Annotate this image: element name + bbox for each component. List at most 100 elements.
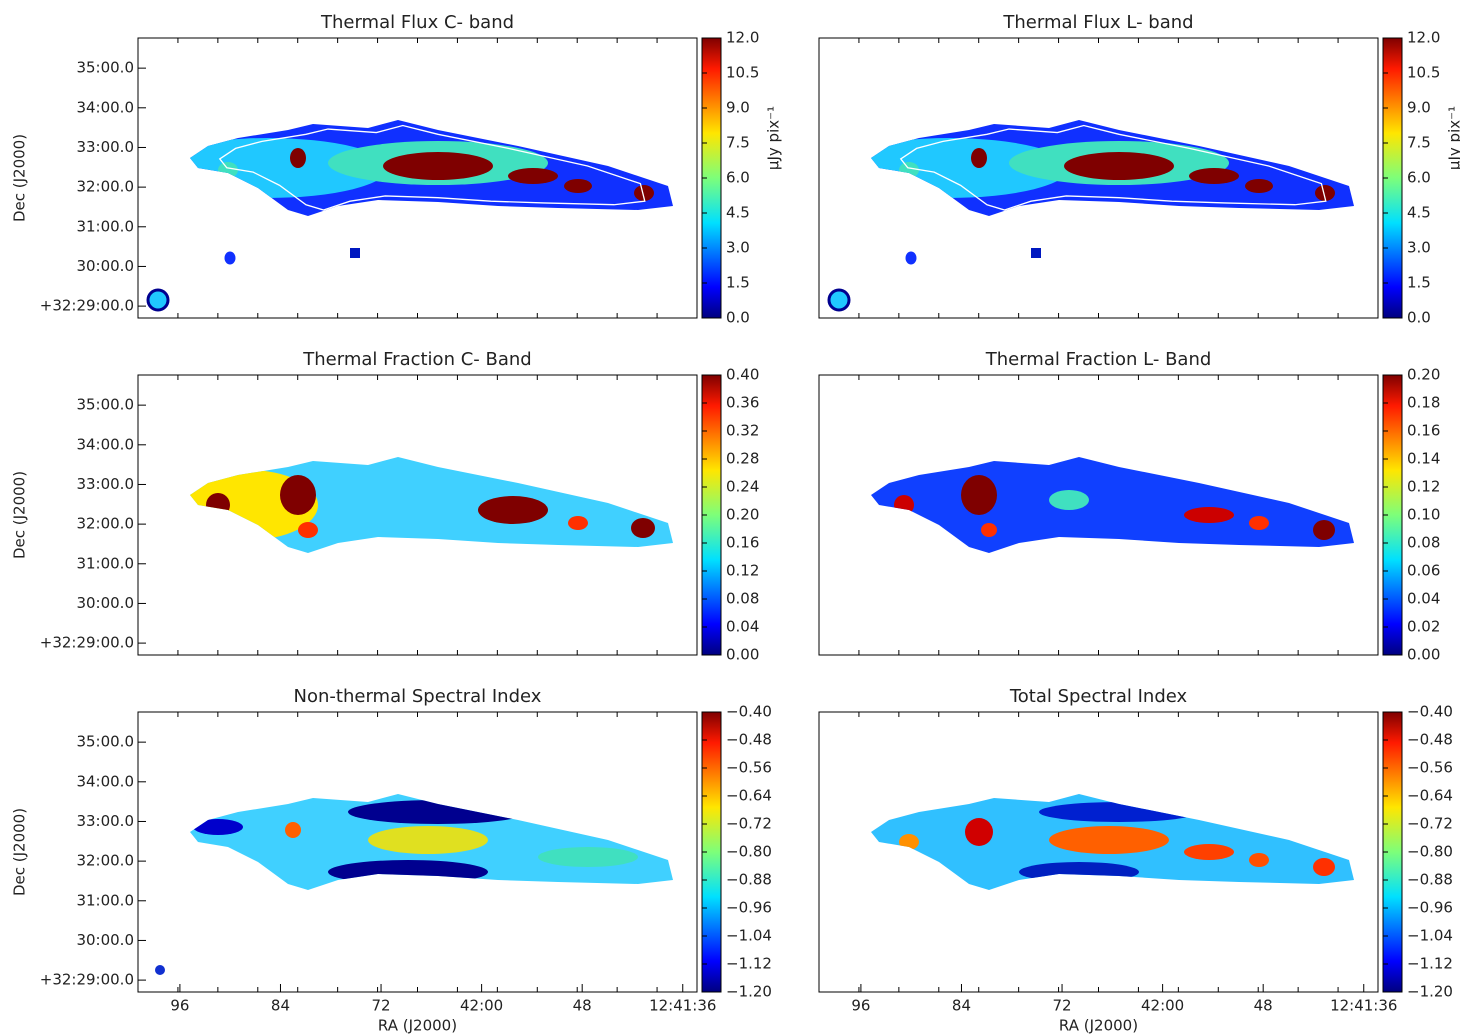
map-image	[146, 120, 673, 312]
y-tick-label: +32:29:00.0	[40, 297, 134, 315]
colorbar-tick-label: −0.72	[726, 815, 772, 833]
colorbar-tick-label: −0.72	[1407, 815, 1453, 833]
colorbar-tick-label: −1.04	[1407, 927, 1453, 945]
colorbar-tick-label: −1.12	[1407, 955, 1453, 973]
emission-blob	[1184, 844, 1234, 860]
colorbar-tick-label: −0.40	[1407, 703, 1453, 721]
beam	[827, 288, 851, 312]
emission-blob	[1313, 520, 1335, 540]
emission-blob	[478, 496, 548, 524]
colorbar-tick-label: 0.00	[1407, 646, 1440, 664]
colorbar-tick-label: −1.12	[726, 955, 772, 973]
map-image	[827, 120, 1354, 312]
emission-blob	[894, 495, 914, 515]
colorbar-tick-label: 0.40	[726, 366, 759, 384]
y-tick-label: 31:00.0	[76, 554, 134, 572]
y-tick-label: 31:00.0	[76, 217, 134, 235]
y-tick-label: 30:00.0	[76, 257, 134, 275]
emission-blob	[193, 819, 243, 835]
emission-blob	[1184, 507, 1234, 523]
colorbar-tick-label: 6.0	[1407, 169, 1431, 187]
colorbar-tick-label: −1.20	[1407, 983, 1453, 1001]
colorbar-tick-label: 0.0	[1407, 309, 1431, 327]
colorbar-tick-label: 0.16	[726, 534, 759, 552]
y-axis-label: Dec (J2000)	[11, 808, 29, 896]
emission-blob	[965, 818, 993, 846]
x-axis-label: RA (J2000)	[1059, 1017, 1138, 1035]
colorbar-tick-label: 0.16	[1407, 422, 1440, 440]
y-tick-label: 31:00.0	[76, 891, 134, 909]
colorbar-tick-label: 0.18	[1407, 394, 1440, 412]
colorbar-tick-label: −0.96	[726, 899, 772, 917]
y-tick-label: 34:00.0	[76, 772, 134, 790]
x-tick-label: 96	[851, 997, 870, 1015]
colorbar-tick-label: −0.88	[726, 871, 772, 889]
emission-blob	[899, 162, 919, 178]
map-image	[155, 794, 673, 975]
y-tick-label: 34:00.0	[76, 98, 134, 116]
emission-blob	[1039, 802, 1199, 822]
colorbar-tick-label: 0.04	[726, 618, 759, 636]
x-tick-label: 96	[170, 997, 189, 1015]
x-tick-label: 42:00	[1141, 997, 1184, 1015]
colorbar-tick-label: 0.36	[726, 394, 759, 412]
y-tick-label: 32:00.0	[76, 852, 134, 870]
y-tick-label: +32:29:00.0	[40, 634, 134, 652]
emission-blob	[348, 800, 528, 824]
colorbar-tick-label: 9.0	[726, 99, 750, 117]
colorbar-tick-label: 0.20	[1407, 366, 1440, 384]
colorbar-tick-label: 0.06	[1407, 562, 1440, 580]
colorbar-tick-label: 7.5	[1407, 134, 1431, 152]
emission-blob	[218, 162, 238, 178]
colorbar-tick-label: 9.0	[1407, 99, 1431, 117]
colorbar-tick-label: 12.0	[1407, 29, 1440, 47]
colorbar-tick-label: 3.0	[726, 239, 750, 257]
emission-blob	[1245, 179, 1273, 193]
beam	[155, 965, 165, 975]
colorbar-tick-label: 0.12	[726, 562, 759, 580]
y-tick-label: 30:00.0	[76, 594, 134, 612]
colorbar-tick-label: −0.48	[726, 731, 772, 749]
y-tick-label: 30:00.0	[76, 931, 134, 949]
x-tick-label: 12:41:36	[1330, 997, 1397, 1015]
emission-blob	[1064, 152, 1174, 180]
contour	[218, 124, 646, 211]
colorbar-tick-label: 1.5	[726, 274, 750, 292]
map-image	[871, 794, 1354, 890]
panel-title: Non-thermal Spectral Index	[294, 686, 542, 707]
colorbar-tick-label: 0.28	[726, 450, 759, 468]
y-tick-label: +32:29:00.0	[40, 971, 134, 989]
point-source	[223, 250, 237, 266]
emission-blob	[1049, 490, 1089, 510]
emission-blob	[634, 185, 654, 201]
emission-blob	[971, 148, 987, 168]
emission-blob	[328, 860, 488, 884]
y-tick-label: 33:00.0	[76, 475, 134, 493]
panel-title: Total Spectral Index	[1009, 686, 1188, 707]
emission-region	[871, 457, 1354, 553]
colorbar-tick-label: 0.10	[1407, 506, 1440, 524]
x-axis-label: RA (J2000)	[378, 1017, 457, 1035]
point-source	[1031, 248, 1041, 258]
panel-title: Thermal Flux L- band	[1002, 12, 1193, 33]
panel-title: Thermal Fraction C- Band	[302, 349, 531, 370]
colorbar-tick-label: −0.64	[726, 787, 772, 805]
x-tick-label: 84	[271, 997, 290, 1015]
panel-title: Thermal Fraction L- Band	[985, 349, 1212, 370]
emission-blob	[961, 475, 997, 515]
y-tick-label: 35:00.0	[76, 59, 134, 77]
emission-blob	[1049, 826, 1169, 854]
colorbar-tick-label: 0.02	[1407, 618, 1440, 636]
emission-blob	[538, 847, 638, 867]
colorbar-tick-label: 0.24	[726, 478, 759, 496]
emission-blob	[280, 475, 316, 515]
colorbar-tick-label: 0.08	[726, 590, 759, 608]
x-tick-label: 84	[952, 997, 971, 1015]
emission-blob	[1249, 516, 1269, 530]
colorbar-tick-label: 0.00	[726, 646, 759, 664]
colorbar-tick-label: −0.48	[1407, 731, 1453, 749]
x-tick-label: 42:00	[460, 997, 503, 1015]
emission-blob	[368, 826, 488, 854]
emission-blob	[1019, 862, 1139, 882]
colorbar-tick-label: −0.88	[1407, 871, 1453, 889]
